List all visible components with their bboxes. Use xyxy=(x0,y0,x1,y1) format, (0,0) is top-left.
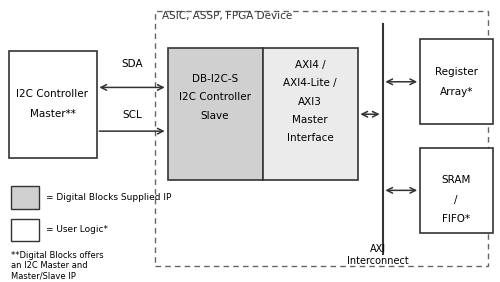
Text: FIFO*: FIFO* xyxy=(442,213,470,224)
Text: SCL: SCL xyxy=(122,110,142,120)
Text: Master**: Master** xyxy=(30,109,76,119)
Text: = Digital Blocks Supplied IP: = Digital Blocks Supplied IP xyxy=(46,193,172,202)
Text: SRAM: SRAM xyxy=(442,175,471,186)
Text: AXI4-Lite /: AXI4-Lite / xyxy=(283,78,337,88)
Text: I2C Controller: I2C Controller xyxy=(16,89,88,100)
Text: DB-I2C-S: DB-I2C-S xyxy=(192,74,238,84)
Bar xyxy=(420,148,492,233)
Bar xyxy=(11,186,38,209)
Text: AXI4 /: AXI4 / xyxy=(294,60,326,70)
Bar xyxy=(168,48,262,180)
Text: Slave: Slave xyxy=(201,111,229,121)
Text: Register: Register xyxy=(435,67,478,77)
Text: AXI
Interconnect: AXI Interconnect xyxy=(346,244,408,266)
Text: Interface: Interface xyxy=(286,133,334,143)
Bar xyxy=(420,39,492,124)
Text: = User Logic*: = User Logic* xyxy=(46,225,108,234)
Bar xyxy=(155,11,488,266)
Bar xyxy=(262,48,358,180)
Text: Master: Master xyxy=(292,115,328,125)
Bar xyxy=(9,51,97,158)
Text: AXI3: AXI3 xyxy=(298,96,322,107)
Bar xyxy=(11,219,38,241)
Text: **Digital Blocks offers
an I2C Master and
Master/Slave IP: **Digital Blocks offers an I2C Master an… xyxy=(11,251,104,281)
Text: SDA: SDA xyxy=(122,59,144,69)
Text: ASIC, ASSP, FPGA Device: ASIC, ASSP, FPGA Device xyxy=(162,11,293,21)
Text: /: / xyxy=(454,195,458,205)
Text: Array*: Array* xyxy=(440,87,473,97)
Text: I2C Controller: I2C Controller xyxy=(179,92,251,102)
